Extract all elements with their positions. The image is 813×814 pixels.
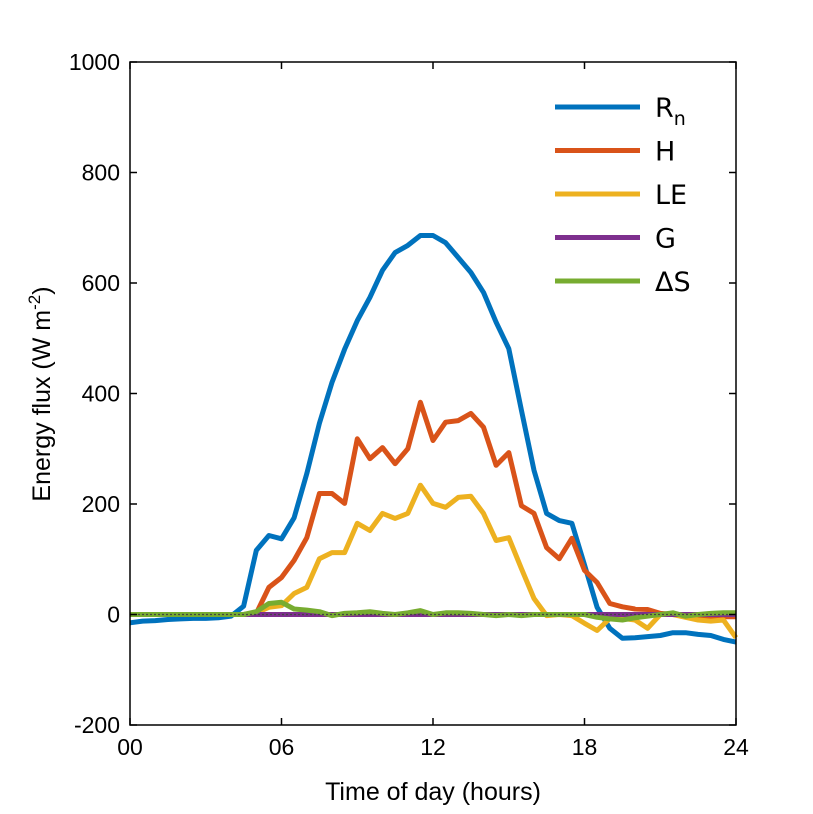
y-tick-label: 600 [82, 270, 120, 296]
x-tick-label: 12 [420, 734, 446, 760]
y-tick-label: 400 [82, 381, 120, 407]
legend-label: LE [655, 180, 687, 211]
x-axis-label: Time of day (hours) [325, 778, 541, 806]
y-tick-label: 800 [82, 160, 120, 186]
y-tick-label: -200 [74, 712, 120, 738]
legend-label: ΔS [655, 267, 691, 298]
series-line-h [130, 399, 736, 620]
y-tick-label: 0 [107, 602, 120, 628]
legend-label: H [655, 137, 675, 168]
x-tick-label: 00 [117, 734, 143, 760]
x-tick-label: 06 [269, 734, 295, 760]
axis-ticks: 00 06 12 18 24 -200 0 200 400 600 800 1000 [69, 49, 749, 760]
x-tick-label: 24 [723, 734, 749, 760]
legend-label: Rn [655, 93, 686, 130]
y-tick-label: 200 [82, 491, 120, 517]
y-axis-label: Energy flux (W m-2) [25, 286, 56, 501]
x-tick-label: 18 [572, 734, 598, 760]
series-lines [129, 233, 739, 645]
legend-label: G [655, 224, 676, 255]
y-tick-label: 1000 [69, 49, 120, 75]
legend: Rn H LE G ΔS [555, 93, 691, 298]
